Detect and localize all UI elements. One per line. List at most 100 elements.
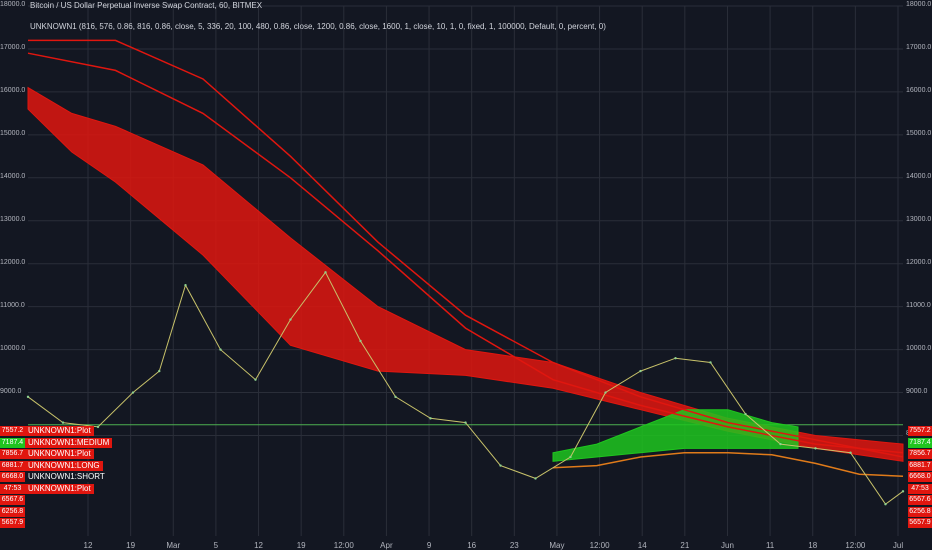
price-tag: 6881.7 (908, 460, 932, 471)
y-tick-label-right: 11000.0 (906, 301, 931, 309)
outer-line-2 (28, 39, 904, 458)
price-point (158, 369, 161, 373)
price-point (569, 455, 572, 459)
price-point (96, 425, 100, 429)
x-tick-label: 12:00 (333, 541, 354, 550)
y-tick-label-left: 11000.0 (0, 301, 25, 309)
x-tick-label: 23 (509, 541, 519, 550)
x-tick-label: 11 (765, 541, 775, 550)
y-tick-label-right: 10000.0 (906, 344, 932, 352)
price-point (604, 391, 607, 394)
pane-label[interactable]: UNKNOWN1:Plot (25, 449, 94, 459)
indicator-lines (27, 39, 904, 478)
price-tag: 7187.4 (908, 437, 932, 448)
price-point (709, 361, 712, 364)
price-tag: 5657.9 (908, 518, 932, 528)
x-tick-label: Mar (166, 541, 181, 550)
y-tick-label-right: 17000.0 (906, 43, 932, 51)
price-tag: 6668.0 (908, 472, 932, 482)
price-point (814, 447, 817, 450)
price-series (26, 271, 905, 506)
y-tick-label-right: 14000.0 (906, 172, 932, 180)
y-tick-label-left: 12000.0 (0, 258, 26, 266)
price-tag: 6256.8 (908, 506, 932, 517)
pane-label[interactable]: UNKNOWN1:Plot (25, 483, 94, 494)
x-tick-label: 9 (426, 541, 432, 550)
chart-title: Bitcoin / US Dollar Perpetual Inverse Sw… (30, 1, 263, 10)
y-tick-label-right: 12000.0 (906, 258, 932, 266)
green-band (552, 409, 799, 462)
x-tick-label: May (549, 541, 565, 550)
price-point (639, 369, 642, 373)
price-point (674, 356, 677, 360)
price-tag: 47:53 (0, 483, 25, 494)
price-point (499, 464, 502, 467)
price-point (219, 348, 222, 351)
price-point (359, 339, 362, 343)
x-tick-label: 12 (254, 541, 263, 550)
price-tag: 5657.9 (0, 518, 25, 528)
price-point (849, 451, 852, 454)
price-tag: 6668.0 (0, 472, 25, 482)
y-tick-label-right: 9000.0 (906, 387, 928, 395)
price-point (131, 391, 135, 394)
x-tick-label: 19 (296, 541, 306, 550)
price-point (394, 395, 397, 399)
y-tick-label-right: 16000.0 (906, 86, 932, 94)
price-point (289, 318, 292, 321)
price-point (184, 283, 187, 287)
pane-label[interactable]: UNKNOWN1:MEDIUM (25, 437, 113, 448)
price-point (464, 421, 467, 424)
price-tag: 7856.7 (908, 449, 932, 459)
y-tick-label-left: 10000.0 (0, 344, 26, 352)
price-point (901, 490, 905, 493)
price-tag: 7557.2 (908, 426, 932, 436)
price-point (429, 417, 432, 420)
price-tag: 6567.6 (0, 495, 25, 505)
x-tick-label: 14 (637, 541, 647, 550)
price-point (324, 271, 327, 274)
y-tick-label-right: 15000.0 (906, 129, 932, 137)
pane-label[interactable]: UNKNOWN1:Plot (25, 426, 94, 436)
indicator-bands (27, 86, 904, 462)
indicator-legend[interactable]: UNKNOWN1 (816, 576, 0.86, 816, 0.86, clo… (30, 22, 606, 31)
y-tick-label-left: 17000.0 (0, 43, 26, 51)
price-point (26, 395, 30, 399)
x-tick-label: 21 (680, 541, 690, 550)
y-tick-label-left: 9000.0 (0, 387, 22, 395)
y-tick-label-left: 15000.0 (0, 129, 26, 137)
price-tag: 6567.6 (908, 495, 932, 505)
price-tag: 47:53 (908, 483, 932, 494)
x-tick-label: 12 (83, 541, 93, 550)
pane-label[interactable]: UNKNOWN1:SHORT (25, 472, 108, 482)
y-tick-label-left: 14000.0 (0, 172, 26, 180)
price-tag: 6256.8 (0, 506, 25, 517)
price-tag: 6881.7 (0, 460, 25, 471)
price-point (884, 503, 887, 506)
y-tick-label-left: 16000.0 (0, 86, 26, 94)
x-tick-label: 12:00 (845, 541, 866, 550)
red-band (27, 86, 904, 462)
price-point (254, 378, 257, 381)
y-tick-label-left: 18000.0 (0, 1, 26, 8)
y-tick-label-left: 13000.0 (0, 215, 26, 223)
price-point (61, 421, 65, 424)
x-tick-label: Apr (380, 541, 393, 550)
y-tick-label-right: 13000.0 (906, 215, 932, 223)
y-tick-label-right: 18000.0 (906, 1, 932, 8)
x-tick-label: 16 (467, 541, 477, 550)
price-tag: 7187.4 (0, 437, 25, 448)
price-point (534, 477, 537, 480)
x-tick-label: Jul (892, 541, 904, 550)
pane-label[interactable]: UNKNOWN1:LONG (25, 460, 103, 471)
orange-line (552, 451, 904, 478)
x-tick-label: 19 (126, 541, 136, 550)
x-tick-label: 12:00 (589, 541, 610, 550)
outer-line-1 (27, 52, 904, 454)
price-tag: 7557.2 (0, 426, 25, 436)
price-point (744, 412, 747, 416)
price-tag: 7856.7 (0, 449, 25, 459)
chart-grid (28, 5, 903, 536)
